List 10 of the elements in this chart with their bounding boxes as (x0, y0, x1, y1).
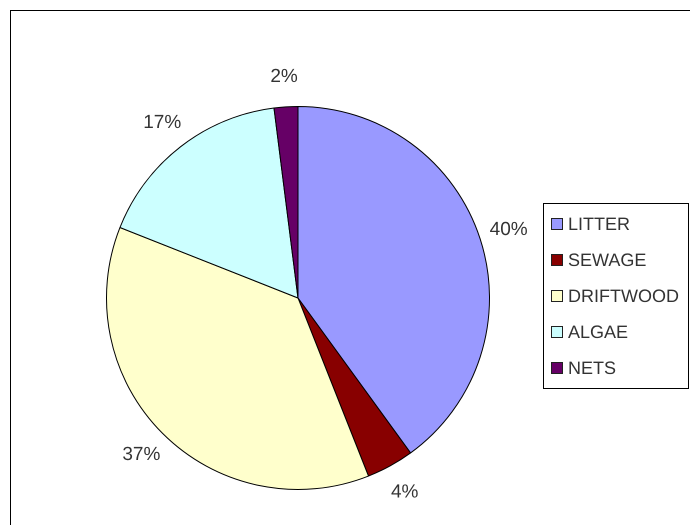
legend-label: SEWAGE (568, 250, 646, 270)
data-label: 4% (390, 481, 419, 502)
legend-label: NETS (568, 358, 616, 378)
data-label: 37% (122, 444, 160, 465)
legend-label: LITTER (568, 214, 630, 234)
legend-label: ALGAE (568, 322, 628, 342)
data-label: 40% (490, 218, 528, 240)
data-label: 17% (143, 112, 182, 134)
legend-label: DRIFTWOOD (568, 286, 679, 306)
data-label: 2% (270, 66, 298, 88)
